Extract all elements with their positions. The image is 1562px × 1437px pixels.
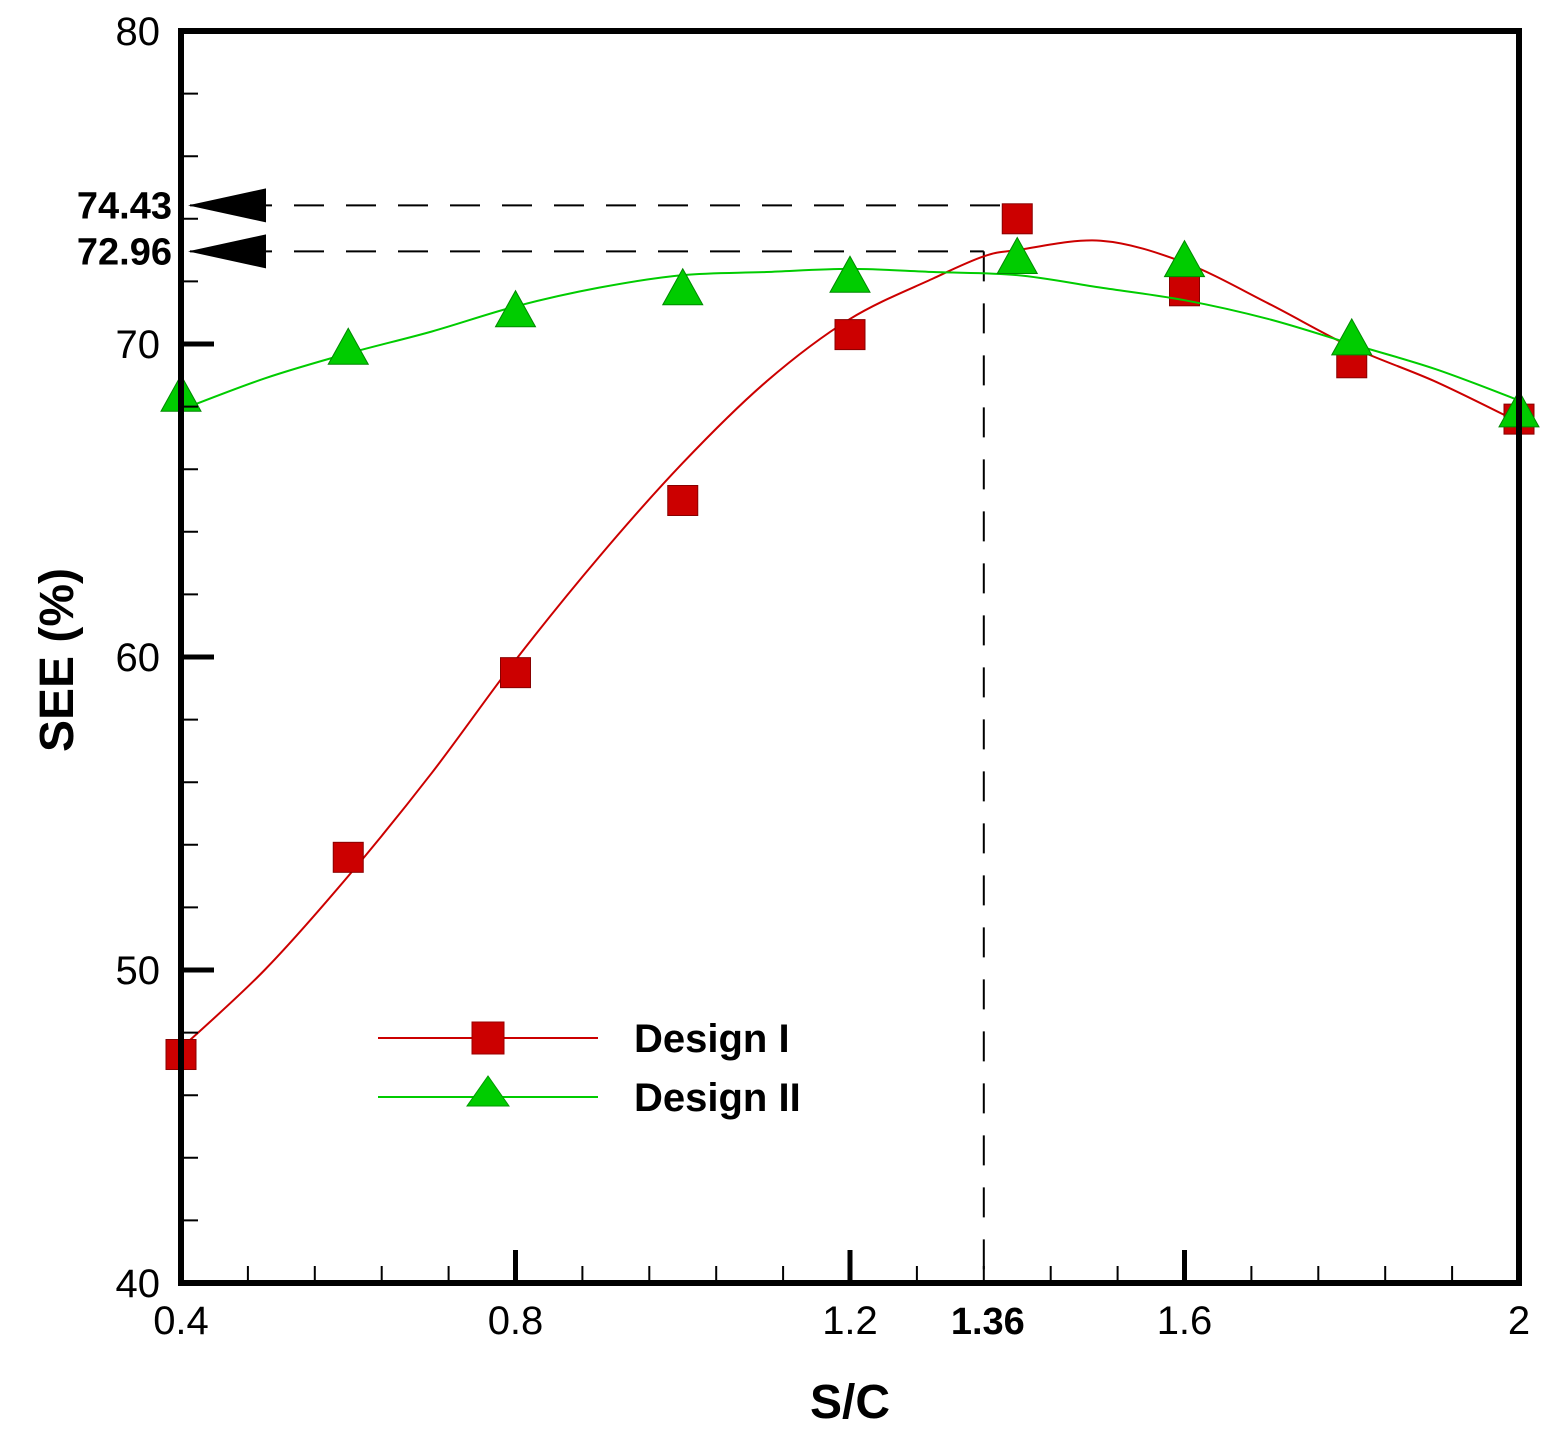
data-point	[667, 485, 699, 516]
data-point	[332, 841, 364, 873]
legend-label-design-2: Design II	[634, 1076, 801, 1120]
series-1	[165, 203, 1535, 1071]
reference-value-label: 74.43	[77, 185, 172, 227]
reference-arrow	[188, 234, 266, 269]
data-point	[500, 657, 531, 689]
x-tick-label: 0.4	[153, 1299, 209, 1343]
y-tick-label: 70	[116, 323, 161, 367]
series-2	[160, 236, 1540, 428]
legend: Design I Design II	[378, 1017, 801, 1120]
x-tick-label: 2	[1508, 1299, 1530, 1343]
y-axis-title: SEE (%)	[31, 568, 84, 752]
reference-arrow	[188, 188, 266, 223]
x-axis-title: S/C	[810, 1376, 890, 1429]
data-point	[996, 236, 1039, 274]
legend-marker-design-2	[466, 1075, 510, 1107]
y-tick-label: 80	[116, 10, 161, 54]
reference-lines	[190, 204, 1018, 1283]
data-point	[829, 255, 871, 293]
plot-frame	[178, 28, 1522, 1286]
y-tick-label: 40	[116, 1262, 161, 1306]
legend-marker-design-1	[471, 1021, 505, 1055]
data-point	[1169, 275, 1200, 307]
y-tick-label: 50	[116, 949, 161, 993]
reference-value-label: 72.96	[77, 231, 172, 273]
data-point	[834, 319, 866, 351]
data-point	[494, 289, 537, 328]
x-tick-label: 1.6	[1157, 1299, 1213, 1343]
series-line	[180, 239, 1520, 1049]
data-point	[327, 327, 370, 365]
data-point	[661, 267, 704, 306]
data-point	[1001, 203, 1033, 235]
x-tick-label: 1.2	[822, 1299, 878, 1343]
legend-label-design-1: Design I	[634, 1017, 790, 1061]
x-tick-label: 0.8	[488, 1299, 544, 1343]
y-tick-label: 60	[116, 636, 161, 680]
x-annotation-label: 1.36	[951, 1301, 1025, 1343]
data-point	[1163, 239, 1206, 278]
data-point	[1330, 317, 1373, 356]
